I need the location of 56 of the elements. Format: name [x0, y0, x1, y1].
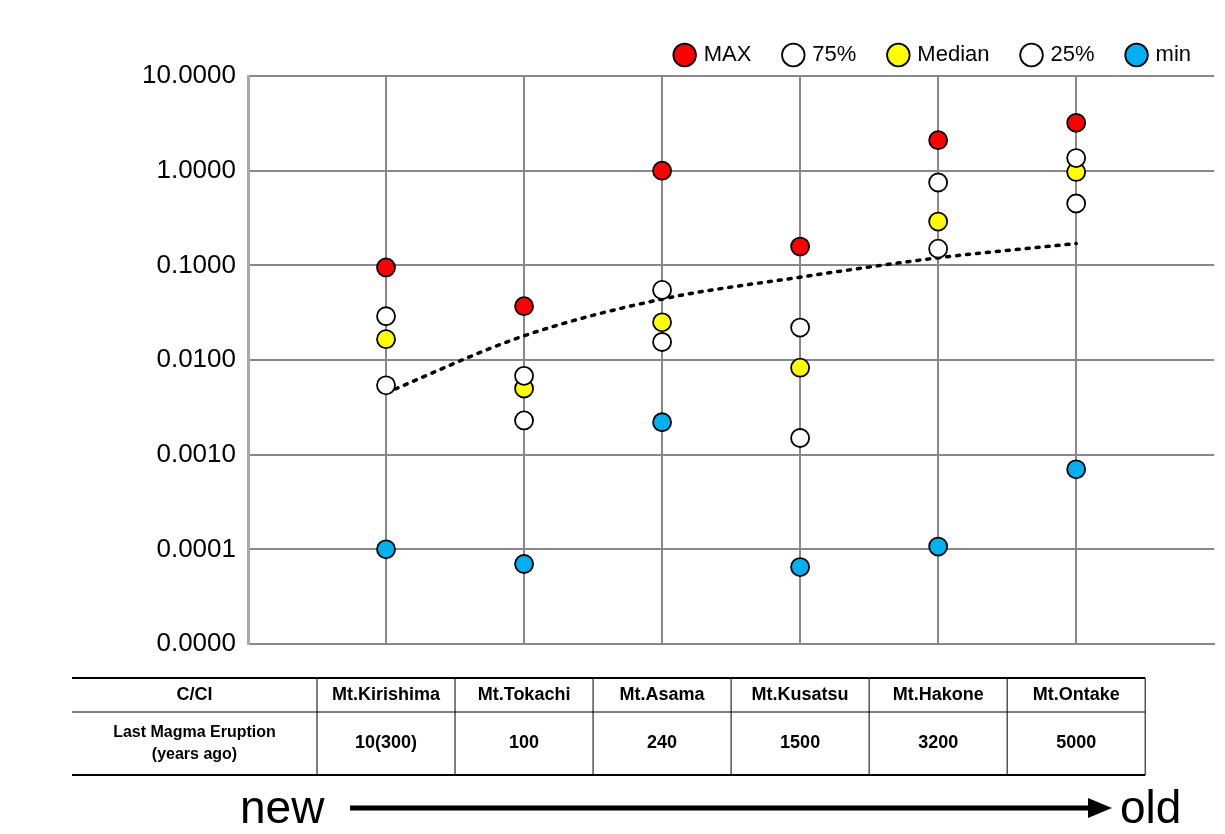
text: 1500	[780, 732, 821, 753]
point	[928, 211, 949, 232]
legend-label: 75%	[812, 41, 857, 67]
point	[790, 236, 811, 257]
point	[376, 329, 396, 350]
x-axis-title: C/Cl	[176, 683, 213, 704]
text: Last Magma Eruption (years ago)	[113, 722, 276, 762]
point	[652, 160, 672, 181]
legend-label: Median	[917, 41, 990, 67]
y-tick-label: 0.1000	[156, 248, 236, 279]
text: 240	[647, 732, 678, 753]
point	[790, 557, 811, 577]
point	[514, 296, 534, 317]
text: 100	[509, 732, 540, 753]
point	[514, 554, 534, 574]
legend-label: MAX	[703, 41, 752, 67]
point	[1066, 148, 1087, 168]
point	[790, 317, 811, 338]
point	[376, 375, 396, 396]
text: 10(300)	[355, 732, 418, 753]
point	[928, 172, 949, 193]
point	[652, 332, 672, 352]
point	[790, 428, 811, 448]
text: 5000	[1056, 732, 1097, 753]
y-tick-label: 0.0000	[156, 627, 236, 658]
x-tick-label: Mt.Hakone	[892, 683, 984, 704]
x-tick-label: Mt.Kirishima	[332, 683, 442, 704]
point	[376, 306, 396, 327]
point	[928, 536, 949, 557]
point	[928, 130, 949, 151]
point	[1066, 112, 1087, 133]
point	[652, 412, 672, 433]
text: new	[240, 781, 325, 833]
y-tick-label: 0.0010	[156, 437, 236, 468]
y-tick-label: 0.0100	[156, 343, 236, 374]
point	[652, 280, 672, 300]
x-tick-label: Mt.Asama	[619, 683, 706, 704]
point	[514, 365, 534, 386]
point	[790, 357, 811, 378]
x-tick-label: Mt.Ontake	[1032, 683, 1120, 704]
point	[928, 238, 949, 259]
x-tick-label: Mt.Tokachi	[477, 683, 571, 704]
text: old	[1120, 781, 1182, 833]
x-tick-label: Mt.Kusatsu	[751, 683, 849, 704]
point	[1066, 459, 1087, 480]
point	[376, 257, 396, 278]
legend-label: min	[1155, 41, 1191, 67]
point	[1066, 193, 1087, 214]
legend-label: 25%	[1050, 41, 1095, 67]
y-tick-label: 10.0000	[142, 59, 236, 90]
y-tick-label: 0.0001	[156, 532, 236, 563]
y-tick-label: 1.0000	[156, 153, 236, 184]
text: 3200	[918, 732, 959, 753]
point	[652, 312, 672, 333]
point	[376, 539, 396, 560]
point	[514, 410, 534, 431]
